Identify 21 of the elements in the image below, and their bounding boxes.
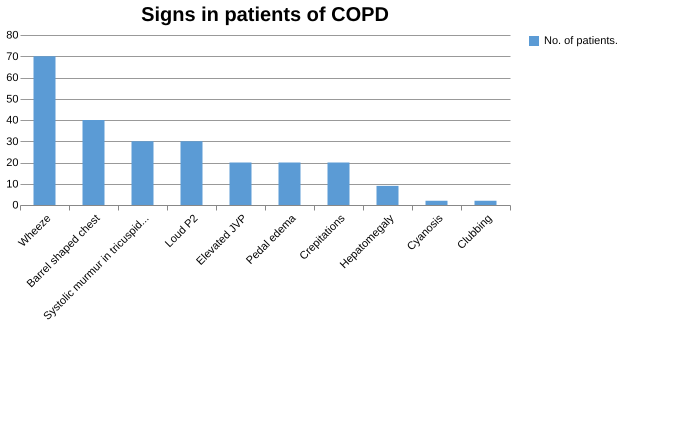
y-tick-label: 50 (6, 93, 18, 106)
y-tick-label: 30 (6, 136, 18, 148)
y-tick-label: 10 (6, 178, 18, 190)
bar (474, 200, 496, 205)
y-tick-label: 40 (6, 114, 18, 126)
y-tick-label: 70 (6, 50, 18, 63)
bar (82, 120, 104, 205)
bar (180, 141, 202, 205)
chart-title: Signs in patients of COPD (141, 4, 389, 26)
bar (278, 162, 300, 205)
bar (328, 162, 350, 205)
y-tick-label: 0 (12, 200, 18, 212)
y-tick-label: 20 (6, 157, 18, 169)
bar (426, 200, 448, 205)
bar (376, 186, 398, 205)
legend-label: No. of patients. (544, 35, 618, 47)
bar (132, 141, 154, 205)
y-tick-label: 60 (6, 72, 18, 84)
bar (230, 162, 252, 205)
y-tick-label: 80 (6, 30, 18, 42)
bar (34, 56, 56, 205)
